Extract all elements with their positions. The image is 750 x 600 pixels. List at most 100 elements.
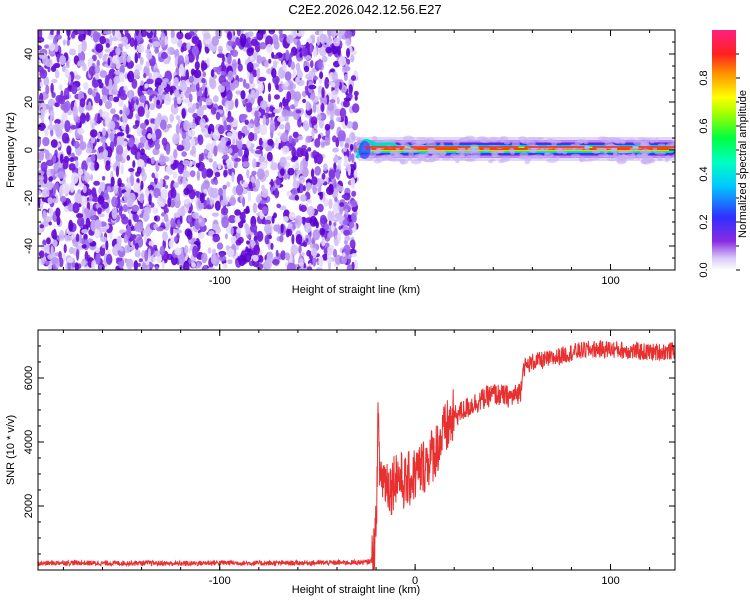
heat-cell bbox=[55, 182, 59, 191]
heat-cell bbox=[62, 183, 71, 195]
heat-cell bbox=[129, 37, 135, 48]
heat-cell bbox=[310, 60, 314, 69]
heat-cell bbox=[259, 124, 268, 136]
heat-cell bbox=[128, 90, 132, 103]
heat-cell bbox=[81, 229, 89, 234]
heat-cell bbox=[301, 252, 305, 257]
heat-cell bbox=[133, 68, 140, 80]
heat-cell bbox=[152, 71, 160, 78]
heat-cell bbox=[156, 99, 161, 106]
heat-cell bbox=[212, 212, 219, 217]
heat-cell bbox=[98, 82, 104, 89]
heat-cell bbox=[89, 215, 96, 220]
heat-cell bbox=[170, 217, 175, 228]
snr-panel: -100 0 100 2000 4000 6000 Height of straight … bbox=[5, 329, 676, 596]
heat-cell bbox=[591, 149, 601, 154]
heat-cell bbox=[232, 66, 237, 76]
heat-cell bbox=[161, 94, 166, 100]
heat-cell bbox=[279, 205, 287, 211]
heat-cell bbox=[310, 116, 318, 126]
heat-cell bbox=[266, 43, 273, 53]
heat-cell bbox=[214, 171, 221, 178]
heat-cell bbox=[665, 155, 672, 160]
heat-cell bbox=[118, 43, 124, 48]
heat-cell bbox=[343, 147, 347, 153]
heat-cell bbox=[335, 168, 341, 180]
heat-cell bbox=[286, 34, 294, 44]
heat-cell bbox=[348, 221, 355, 229]
heat-cell bbox=[59, 153, 64, 164]
heat-cell bbox=[246, 240, 250, 245]
heat-cell bbox=[333, 248, 337, 258]
heat-cell bbox=[161, 137, 168, 147]
heat-cell bbox=[470, 144, 479, 148]
heat-cell bbox=[45, 84, 50, 95]
heat-cell bbox=[112, 30, 116, 37]
heat-cell bbox=[182, 176, 187, 185]
heat-cell bbox=[253, 116, 260, 128]
heat-cell bbox=[532, 154, 544, 160]
heat-cell bbox=[280, 223, 284, 234]
heat-cell bbox=[90, 154, 96, 163]
heat-cell bbox=[316, 101, 320, 114]
heat-cell bbox=[70, 125, 78, 130]
heat-cell bbox=[91, 187, 97, 198]
heat-cell bbox=[467, 147, 476, 151]
heat-cell bbox=[326, 250, 331, 262]
heat-cell bbox=[137, 43, 145, 54]
heat-cell bbox=[116, 132, 125, 137]
heat-cell bbox=[315, 153, 323, 165]
heat-cell bbox=[318, 255, 324, 267]
heat-cell bbox=[275, 249, 279, 258]
heat-cell bbox=[640, 158, 651, 165]
heat-cell bbox=[633, 139, 644, 146]
heat-cell bbox=[78, 169, 84, 176]
heat-cell bbox=[272, 108, 281, 114]
heat-cell bbox=[263, 138, 267, 143]
heat-cell bbox=[639, 142, 651, 149]
heat-cell bbox=[282, 216, 289, 222]
heat-cell bbox=[61, 111, 68, 124]
heat-cell bbox=[120, 213, 127, 220]
heat-cell bbox=[422, 153, 430, 156]
heat-cell bbox=[109, 132, 115, 142]
heat-cell bbox=[58, 84, 63, 91]
heat-cell bbox=[85, 217, 91, 229]
heat-cell bbox=[187, 129, 196, 137]
heat-cell bbox=[337, 46, 341, 56]
heat-cell bbox=[172, 133, 180, 145]
heat-cell bbox=[189, 149, 196, 156]
heat-cell bbox=[118, 72, 125, 83]
heat-cell bbox=[217, 45, 223, 53]
heat-cell bbox=[332, 147, 339, 153]
heat-cell bbox=[325, 46, 333, 54]
heat-cell bbox=[312, 102, 317, 114]
heat-cell bbox=[182, 170, 191, 178]
heat-cell bbox=[167, 46, 175, 56]
heat-cell bbox=[272, 60, 278, 70]
heat-cell bbox=[98, 213, 105, 218]
heat-cell bbox=[657, 143, 666, 146]
heat-cell bbox=[38, 163, 41, 169]
heat-cell bbox=[52, 198, 57, 204]
heat-cell bbox=[584, 145, 590, 152]
heat-cell bbox=[181, 108, 186, 119]
heat-cell bbox=[275, 137, 279, 149]
heat-cell bbox=[137, 106, 145, 117]
heat-cell bbox=[69, 182, 75, 193]
y-tick-label: 4000 bbox=[23, 430, 35, 454]
heat-cell bbox=[159, 119, 167, 130]
heat-cell bbox=[48, 221, 52, 226]
heat-cell bbox=[187, 214, 194, 224]
heat-cell bbox=[488, 159, 493, 164]
heat-cell bbox=[191, 36, 200, 45]
heat-cell bbox=[306, 266, 313, 270]
heat-cell bbox=[207, 247, 212, 254]
heat-cell bbox=[213, 178, 219, 186]
heat-cell bbox=[636, 153, 643, 157]
heat-cell bbox=[131, 204, 140, 212]
heat-cell bbox=[174, 236, 178, 243]
heat-cell bbox=[344, 235, 351, 241]
heat-cell bbox=[254, 150, 263, 155]
heat-cell bbox=[526, 155, 532, 162]
